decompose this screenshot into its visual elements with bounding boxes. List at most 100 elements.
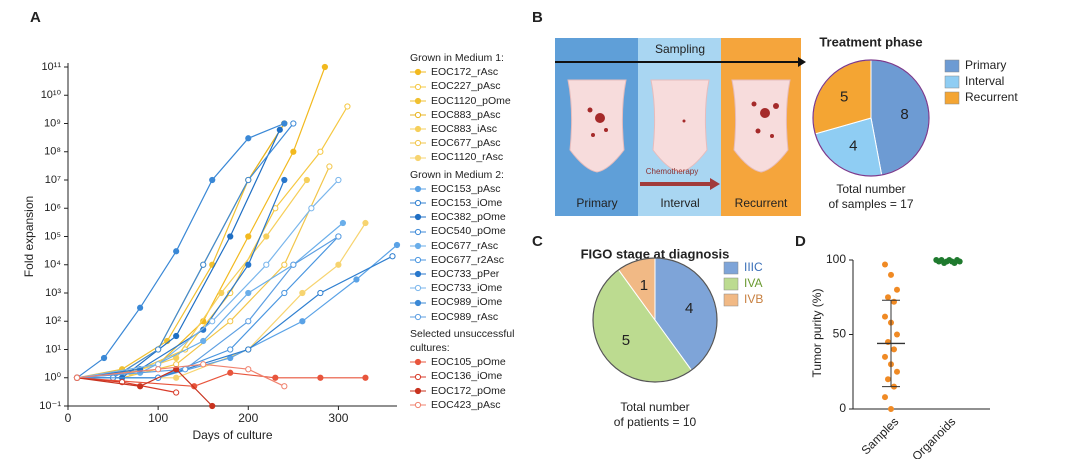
data-point — [353, 276, 360, 283]
data-point — [393, 241, 401, 249]
data-point — [73, 374, 81, 381]
data-point — [227, 346, 234, 353]
data-point — [894, 331, 900, 338]
legend-swatch — [410, 126, 426, 133]
legend-label: EOC1120_pOme — [431, 94, 511, 107]
sampling-label: Sampling — [655, 42, 705, 56]
x-axis-title: Days of culture — [192, 428, 272, 442]
panel-label: B — [532, 9, 543, 26]
legend-swatch — [410, 373, 426, 380]
y-tick-label: 10¹¹ — [41, 61, 61, 73]
data-point — [290, 148, 297, 155]
x-tick-label: 0 — [65, 411, 72, 425]
panel-label: D — [795, 233, 806, 250]
legend-entry: EOC153_pAsc — [410, 182, 528, 196]
legend-label: EOC1120_rAsc — [431, 151, 504, 164]
legend-swatch — [944, 75, 960, 89]
data-point — [299, 289, 306, 297]
data-point — [335, 233, 342, 240]
pie-outline — [812, 59, 930, 177]
data-point — [218, 289, 225, 297]
legend-label: EOC423_pAsc — [431, 398, 501, 411]
chart-title: FIGO stage at diagnosis — [581, 246, 730, 261]
x-tick-label: 300 — [328, 411, 348, 425]
series-line — [76, 222, 344, 379]
data-point — [281, 261, 288, 268]
data-point — [335, 176, 342, 184]
phase-label: Interval — [660, 196, 699, 210]
legend-entry: EOC172_rAsc — [410, 65, 528, 79]
series-line — [77, 244, 398, 379]
legend-swatch — [410, 256, 426, 264]
data-point — [888, 271, 894, 278]
legend-swatch — [410, 200, 426, 207]
y-tick-label: 10⁰ — [44, 372, 61, 384]
legend-swatch — [410, 111, 426, 119]
data-point — [182, 366, 189, 373]
data-point — [155, 361, 162, 368]
data-point — [894, 286, 900, 293]
arrow-head — [710, 178, 720, 190]
legend-swatch — [410, 185, 426, 193]
slice-label: 4 — [685, 300, 693, 317]
legend-entry: EOC883_pAsc — [410, 108, 528, 122]
series-line — [76, 368, 213, 407]
legend-entry: EOC989_iOme — [410, 295, 528, 309]
legend-swatch — [410, 401, 426, 409]
legend-entry: EOC883_iAsc — [410, 122, 528, 136]
slice-label: 4 — [849, 138, 857, 155]
legend-swatch — [410, 359, 426, 366]
slice-label: 5 — [622, 332, 630, 349]
legend-entry: EOC1120_rAsc — [410, 150, 528, 164]
legend-label: IVA — [744, 276, 762, 290]
legend-swatch — [410, 214, 426, 221]
legend: Grown in Medium 1: EOC172_rAsc EOC227_pAsc… — [410, 51, 528, 412]
data-point — [317, 148, 324, 155]
data-point — [882, 261, 888, 268]
y-tick-label: 10¹⁰ — [41, 89, 62, 101]
legend-entry: EOC1120_pOme — [410, 94, 528, 108]
y-tick-label: 10² — [45, 315, 61, 327]
data-point — [389, 253, 396, 260]
data-point — [263, 261, 270, 268]
x-tick-label: Organoids — [909, 414, 958, 459]
data-point — [137, 304, 144, 311]
data-point — [281, 120, 288, 127]
legend-label: IIIC — [744, 260, 763, 274]
data-point — [155, 346, 162, 353]
legend-entry: EOC733_iOme — [410, 281, 528, 295]
chart-title: Treatment phase — [819, 34, 922, 49]
legend-label: EOC153_iOme — [431, 197, 503, 210]
body-silhouettes — [567, 79, 791, 173]
data-point — [290, 261, 297, 268]
data-point — [155, 366, 162, 373]
legend-swatch — [410, 387, 426, 394]
data-point — [882, 394, 888, 401]
data-point — [894, 368, 900, 375]
y-tick-label: 10¹ — [45, 343, 61, 355]
chart-caption: of patients = 10 — [614, 415, 697, 429]
legend-entry: EOC136_iOme — [410, 369, 528, 383]
data-point — [335, 261, 342, 268]
legend-entry: EOC172_pOme — [410, 384, 528, 398]
chart-caption: of samples = 17 — [828, 197, 913, 211]
legend-swatch — [410, 154, 426, 161]
series-line — [77, 236, 339, 379]
y-tick-label: 10³ — [45, 287, 61, 299]
chemotherapy-label: Chemotherapy — [646, 167, 698, 176]
legend-entry: EOC105_pOme — [410, 355, 528, 369]
data-point — [263, 233, 270, 240]
data-point — [891, 346, 897, 353]
legend-entry: EOC153_iOme — [410, 196, 528, 210]
legend-swatch — [410, 97, 426, 104]
legend-label: EOC883_pAsc — [431, 108, 501, 121]
legend-group-title: Grown in Medium 2: — [410, 168, 504, 181]
data-point — [173, 332, 180, 340]
panel-label: C — [532, 233, 543, 250]
y-tick-label: 50 — [833, 327, 847, 341]
legend-label: Recurrent — [965, 90, 1018, 104]
slice-label: 1 — [640, 277, 648, 294]
legend-label: EOC172_pOme — [431, 384, 506, 397]
data-point — [191, 383, 198, 390]
data-point — [317, 374, 324, 381]
